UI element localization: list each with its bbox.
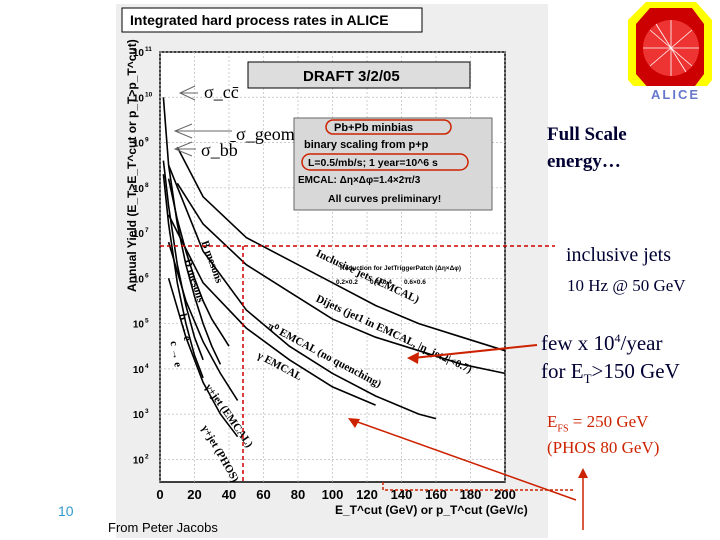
draft-box: [247, 61, 471, 89]
series-curve: [167, 278, 239, 438]
y-axis-label: Annual Yield (E_T>E_T^cut or p_T>p_T^cut…: [125, 39, 139, 292]
trigger-legend-title: Reduction for JetTriggerPatch (Δη×Δφ): [340, 265, 461, 272]
x-axis-label: E_T^cut (GeV) or p_T^cut (GeV/c): [335, 503, 528, 517]
info-highlight-minbias: [325, 119, 452, 135]
y-tick-label: 10: [133, 93, 145, 104]
x-tick-label: 120: [356, 487, 378, 502]
y-tick-label: 10: [133, 410, 145, 421]
inclusive-jets-rate-note: 10 Hz @ 50 GeV: [567, 276, 686, 295]
y-tick-exponent: 7: [145, 227, 149, 234]
jet-yield-et-threshold: >150 GeV: [591, 359, 680, 383]
x-tick-label: 80: [291, 487, 305, 502]
series-curve: [176, 146, 506, 352]
credit-text: From Peter Jacobs: [108, 520, 218, 535]
trigger-legend-entry-1: 0.2×0.2: [336, 279, 358, 286]
info-line-5: All curves preliminary!: [328, 193, 441, 205]
sigma-cc-label: σ_cc̄: [204, 82, 239, 102]
jet-yield-unit: /year: [620, 331, 663, 355]
x-tick-label: 100: [322, 487, 344, 502]
efs-prefix: E: [547, 412, 558, 431]
y-tick-exponent: 5: [145, 318, 149, 325]
y-tick-label: 10: [133, 139, 145, 150]
sigma-geom-label: σ_geom: [236, 124, 295, 144]
info-highlight-luminosity: [301, 153, 469, 171]
info-line-2: binary scaling from p+p: [304, 139, 429, 151]
efs-dashed-line: [382, 482, 575, 491]
series-label: c → e: [167, 340, 183, 368]
alice-logo: [628, 2, 720, 100]
jet-yield-exponent: 4: [614, 331, 621, 345]
trigger-legend-entry-3: 0.6×0.6: [404, 279, 426, 286]
efs-note: EFS = 250 GeV: [547, 412, 648, 434]
series-curve: [162, 97, 222, 365]
sigma-arrows: [173, 85, 232, 157]
y-tick-label: 10: [133, 365, 145, 376]
series-curve: [167, 241, 239, 401]
sigma-bb-label: σ_bb̄: [201, 140, 238, 160]
efs-sub: FS: [557, 423, 569, 435]
series-curve: [167, 178, 230, 347]
jet-yield-et-sub: T: [583, 371, 592, 387]
y-tick-label: 10: [133, 184, 145, 195]
alice-logo-text: ALICE: [651, 87, 700, 102]
full-scale-energy-note: Full Scale energy…: [547, 124, 627, 172]
draft-label: DRAFT 3/2/05: [303, 68, 400, 85]
info-line-4: EMCAL: Δη×Δφ=1.4×2π/3: [298, 175, 421, 186]
y-tick-label: 10: [133, 455, 145, 466]
y-tick-label: 10: [133, 320, 145, 331]
y-tick-exponent: 6: [145, 272, 149, 279]
y-tick-label: 10: [133, 48, 145, 59]
jet-yield-text: few x 10: [541, 331, 615, 355]
x-tick-label: 20: [187, 487, 201, 502]
arrow-to-phos: [348, 418, 577, 501]
trigger-legend-entry-2: 0.4×0.4: [370, 279, 392, 286]
y-tick-exponent: 11: [145, 46, 152, 53]
series-curve: [162, 174, 204, 379]
up-arrow: [578, 468, 588, 530]
y-tick-exponent: 10: [145, 91, 153, 98]
x-tick-label: 40: [222, 487, 236, 502]
series-curve: [167, 164, 437, 420]
y-tick-exponent: 9: [145, 137, 149, 144]
info-line-1: Pb+Pb minbias: [334, 122, 413, 134]
inclusive-jets-note: inclusive jets: [566, 244, 671, 266]
y-tick-exponent: 3: [145, 408, 149, 415]
page-number: 10: [58, 503, 74, 519]
chart-title-box: [121, 7, 423, 33]
y-tick-exponent: 8: [145, 182, 149, 189]
y-tick-exponent: 4: [145, 363, 149, 370]
efs-value: = 250 GeV: [568, 412, 649, 431]
series-curve: [176, 182, 506, 375]
chart-title: Integrated hard process rates in ALICE: [130, 12, 389, 28]
x-tick-label: 0: [156, 487, 163, 502]
jet-yield-et-prefix: for E: [541, 359, 584, 383]
x-tick-label: 60: [256, 487, 270, 502]
series-curve: [167, 214, 376, 406]
jet-yield-note-line-1: few x 104/year: [541, 331, 662, 356]
phos-note: (PHOS 80 GeV): [547, 438, 660, 457]
jet-yield-note-line-2: for ET>150 GeV: [541, 359, 680, 387]
info-line-3: L=0.5/mb/s; 1 year=10^6 s: [308, 157, 438, 169]
y-tick-label: 10: [133, 274, 145, 285]
y-tick-exponent: 2: [145, 453, 149, 460]
arrow-to-curve: [407, 344, 538, 364]
y-tick-label: 10: [133, 229, 145, 240]
